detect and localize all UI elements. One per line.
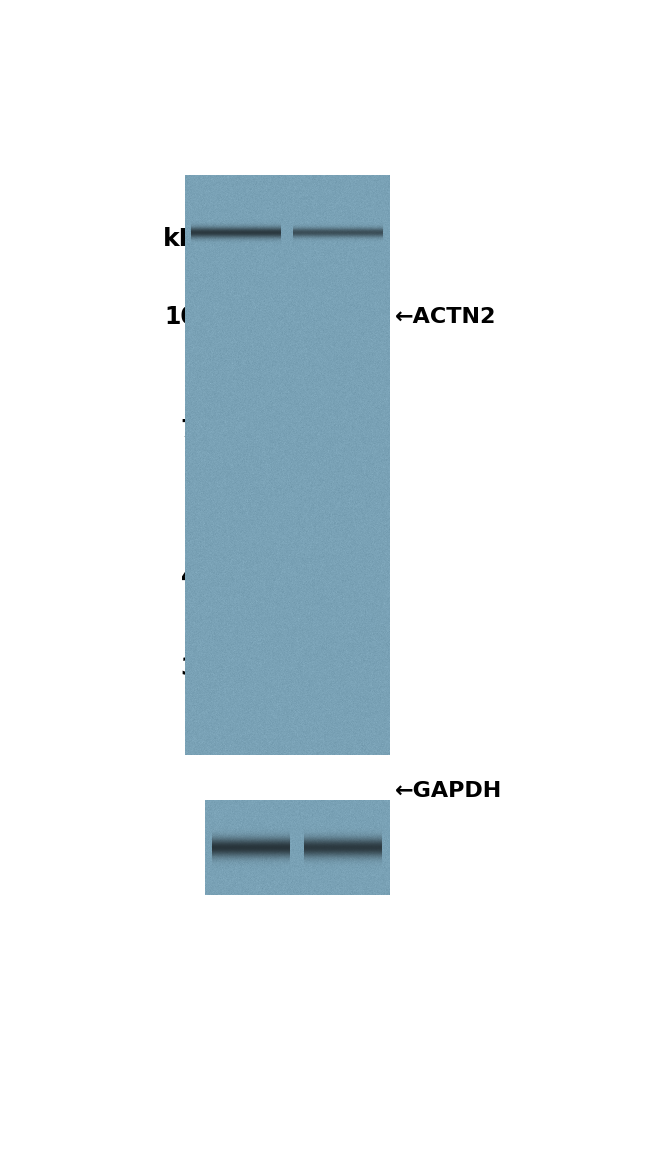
Text: kDa: kDa: [162, 227, 217, 251]
Text: 2: 2: [333, 221, 354, 250]
Text: 70: 70: [181, 417, 214, 442]
Text: 100: 100: [164, 305, 214, 329]
Text: ←GAPDH: ←GAPDH: [395, 781, 502, 801]
Text: 1: 1: [254, 221, 275, 250]
Text: ←ACTN2: ←ACTN2: [395, 307, 497, 327]
Text: 44: 44: [181, 565, 214, 588]
Text: 33: 33: [181, 655, 214, 680]
